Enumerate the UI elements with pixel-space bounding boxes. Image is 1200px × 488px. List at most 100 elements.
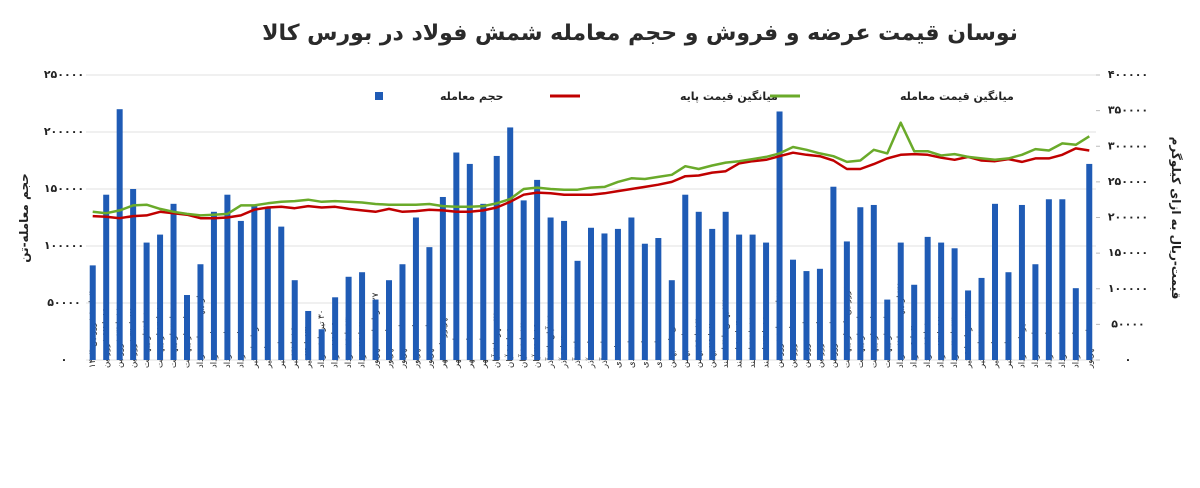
bar [992,203,998,360]
bar [210,211,217,360]
bar [978,277,985,360]
bar [830,186,837,360]
bar [170,203,177,360]
bar [453,152,460,360]
bar [628,217,635,360]
y2-tick-label: ۴۰۰۰۰۰ [1108,68,1148,81]
bar [1005,272,1012,360]
bar [857,207,864,360]
bar [372,299,379,360]
bar [951,248,958,360]
y-tick-label: ۲۰۰۰۰۰ [44,125,84,138]
bar [655,238,662,360]
bar [412,217,419,360]
bar [776,111,783,360]
bar [709,228,716,360]
bar [507,127,514,360]
bar [143,242,150,360]
bar [749,234,756,360]
bar [224,194,231,360]
bar [695,211,702,360]
legend-label: حجم معامله [440,90,503,103]
y-tick-label: ۱۵۰۰۰۰ [44,182,84,195]
bar [116,109,123,360]
bar [790,259,796,360]
bar [386,280,392,360]
bar [237,220,244,360]
bar [278,226,285,360]
bar [763,242,770,360]
line [92,121,1090,217]
bar [493,155,500,360]
bar [1086,163,1093,360]
bar [614,228,621,360]
bar [722,211,729,360]
bar [399,264,406,360]
bar [1032,264,1039,360]
y2-tick-label: ۳۵۰۰۰۰ [1108,104,1148,117]
bar [911,284,918,360]
y2-axis-label: قیمت-ریال به ازای کیلوگرم [1168,137,1183,300]
bar [965,290,972,360]
bar [736,234,743,360]
legend-swatch [375,92,383,100]
bar [897,242,904,360]
bar [1045,199,1052,360]
bar [547,217,554,360]
legend-label: میانگین قیمت پایه [680,90,778,103]
bar [1018,204,1025,360]
bar [345,276,352,360]
bar [924,236,931,360]
bar [103,194,110,360]
bar [1072,288,1079,360]
bar [803,271,810,360]
y2-tick-label: ۲۰۰۰۰۰ [1108,211,1148,224]
bar [184,295,190,360]
bar [520,200,527,360]
y2-tick-label: ۱۰۰۰۰۰ [1108,282,1148,295]
bar [668,280,675,360]
bar [480,203,487,360]
bar [574,260,581,360]
bar [359,272,366,360]
y-tick-label: ۲۵۰۰۰۰ [44,68,84,81]
bar [426,247,433,360]
bar [157,234,164,360]
bar [332,297,339,360]
bar [291,280,298,360]
bar [682,194,689,360]
legend-label: میانگین قیمت معامله [900,90,1014,103]
y2-tick-label: ۱۵۰۰۰۰ [1108,246,1148,259]
bar [439,196,446,360]
bar [534,179,541,360]
bar [870,204,877,360]
bar [264,208,271,360]
bar [884,299,891,360]
bar [318,329,325,360]
line [92,147,1090,220]
bar [1059,199,1066,360]
bar [130,189,137,360]
y-tick-label: ۱۰۰۰۰۰ [44,239,84,252]
bar [89,265,96,360]
bar [251,206,258,360]
bar [938,242,945,360]
bar [816,268,823,360]
y2-tick-label: ۳۰۰۰۰۰ [1108,139,1148,152]
y-tick-label: ۰ [61,353,68,366]
bar [641,243,648,360]
bar [561,220,568,360]
bar [305,310,312,360]
bar [588,227,594,360]
bar [466,163,473,360]
bar [601,233,608,360]
chart-title: نوسان قیمت عرضه و فروش و حجم معامله شمش … [262,21,1018,46]
y-tick-label: ۵۰۰۰۰ [47,296,81,309]
y-axis-label: حجم معامله-تن [17,173,31,262]
y2-tick-label: ۲۵۰۰۰۰ [1108,175,1148,188]
bar [843,241,850,360]
bar [197,264,204,360]
y2-tick-label: ۰ [1125,353,1132,366]
